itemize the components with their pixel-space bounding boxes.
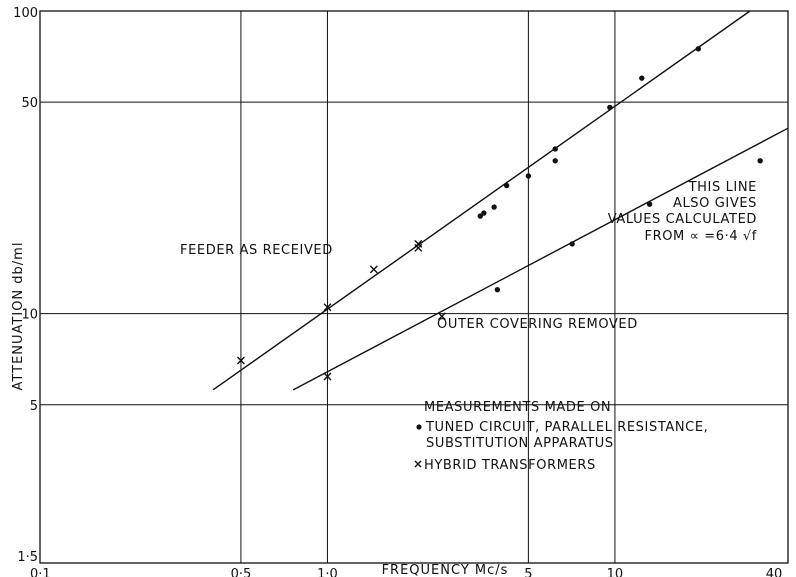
dot-point	[757, 158, 763, 164]
x-tick-label: 10	[607, 567, 624, 577]
x-tick-label: 0·5	[231, 567, 252, 577]
legend: MEASUREMENTS MADE ON TUNED CIRCUIT, PARA…	[414, 400, 708, 473]
dot-point	[695, 46, 702, 52]
dot-point	[552, 158, 558, 164]
fit-line	[212, 10, 751, 391]
tick-labels: 0·1 0·5 1·0 5 10 40 1·5 5 10 50 100	[13, 6, 782, 577]
note-line-1: THIS LINE	[688, 180, 757, 195]
x-tick-label: 1·0	[317, 567, 338, 577]
cross-point	[323, 372, 332, 381]
feeder-line-label: FEEDER AS RECEIVED	[180, 243, 333, 258]
dot-point	[525, 173, 532, 179]
outer-line-label: OUTER COVERING REMOVED	[437, 317, 638, 332]
x-tick-label: 5	[524, 567, 532, 577]
legend-dot-line-1: TUNED CIRCUIT, PARALLEL RESISTANCE,	[425, 420, 708, 435]
dot-point	[494, 286, 501, 293]
legend-cross-label: HYBRID TRANSFORMERS	[424, 458, 596, 473]
legend-title: MEASUREMENTS MADE ON	[424, 400, 611, 415]
cross-point	[437, 312, 446, 321]
cross-point	[236, 356, 245, 365]
legend-cross-marker	[414, 460, 422, 468]
note-line-3: VALUES CALCULATED	[608, 212, 757, 227]
cross-point	[369, 265, 378, 274]
x-tick-label: 0·1	[30, 567, 51, 577]
dot-point	[477, 213, 483, 219]
y-tick-label: 5	[30, 399, 38, 414]
dot-point	[607, 104, 613, 111]
dot-point	[569, 241, 575, 247]
note-line-2: ALSO GIVES	[673, 196, 757, 211]
y-tick-label: 50	[21, 96, 38, 111]
y-tick-label: 1·5	[17, 550, 38, 565]
y-axis-label: ATTENUATION db/ml	[11, 242, 26, 391]
x-tick-label: 40	[766, 567, 783, 577]
note-line-4: FROM ∝ =6·4 √f	[645, 229, 757, 244]
y-tick-label: 10	[21, 308, 38, 323]
y-tick-label: 100	[13, 6, 38, 21]
grid	[39, 10, 789, 564]
cross-point	[323, 303, 332, 312]
dot-point	[646, 201, 653, 207]
dot-point	[491, 204, 497, 210]
cross-point	[414, 239, 423, 248]
data-points	[236, 46, 763, 381]
dot-point	[503, 182, 510, 189]
fit-line	[292, 127, 789, 391]
legend-dot-line-2: SUBSTITUTION APPARATUS	[426, 436, 614, 451]
fit-lines	[212, 10, 789, 391]
x-axis-label: FREQUENCY Mc/s	[382, 563, 509, 577]
dot-point	[552, 146, 558, 152]
plot-frame	[39, 10, 789, 564]
legend-dot-marker	[416, 424, 422, 430]
dot-point	[481, 210, 487, 216]
dot-point	[639, 75, 645, 81]
